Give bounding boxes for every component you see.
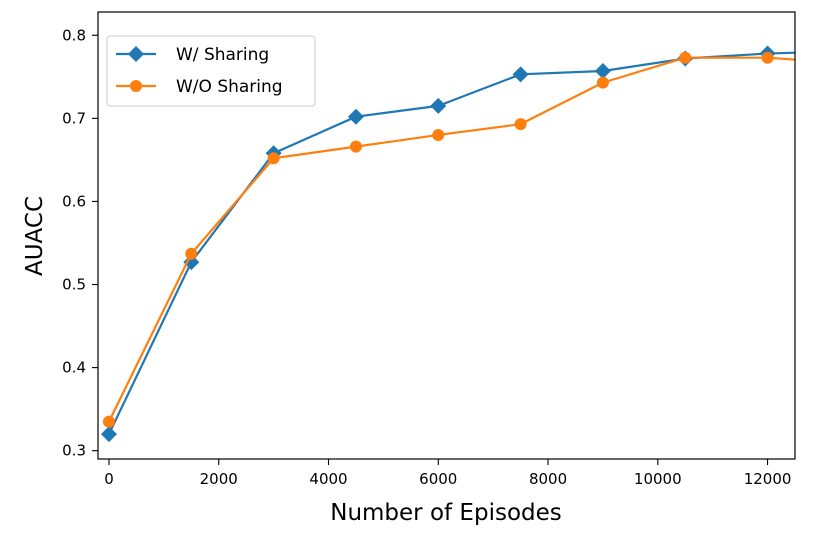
y-axis-label: AUACC [22,196,48,276]
data-point-w-o-sharing [185,247,198,260]
x-tick-label: 2000 [200,470,238,488]
series-layer [100,45,795,443]
x-tick-label: 0 [104,470,114,488]
y-tick-label: 0.4 [62,359,86,377]
y-tick-label: 0.3 [62,442,86,460]
data-point-w-o-sharing [432,128,445,141]
data-point-w-sharing [347,108,364,125]
x-tick-label: 12000 [744,470,792,488]
legend-marker-w-o-sharing [130,80,142,92]
x-axis-label: Number of Episodes [330,500,562,526]
x-axis-ticks: 0 2000 4000 6000 8000 10000 12000 [104,459,791,488]
data-point-w-o-sharing [267,152,280,165]
y-tick-label: 0.7 [62,109,86,127]
data-point-w-sharing [594,62,611,79]
data-point-w-o-sharing [102,415,115,428]
data-point-w-o-sharing [761,51,774,64]
legend: W/ Sharing W/O Sharing [106,35,316,107]
data-point-w-o-sharing [679,51,692,64]
x-tick-label: 8000 [529,470,567,488]
legend-label-w-sharing: W/ Sharing [176,45,269,65]
x-tick-label: 10000 [634,470,682,488]
legend-marker-w-sharing [128,46,144,62]
data-point-w-sharing [100,426,117,443]
data-point-w-o-sharing [596,76,609,89]
data-point-w-o-sharing [514,118,527,131]
data-point-w-sharing [512,66,529,83]
y-tick-label: 0.8 [62,26,86,44]
x-tick-label: 6000 [419,470,457,488]
legend-box [106,35,316,107]
data-point-w-sharing [430,97,447,114]
legend-label-w-o-sharing: W/O Sharing [176,77,283,97]
series-line-w-o-sharing [107,56,795,423]
y-axis-ticks: 0.3 0.4 0.5 0.6 0.7 0.8 [62,26,98,460]
x-tick-label: 4000 [309,470,347,488]
y-tick-label: 0.6 [62,192,86,210]
y-tick-label: 0.5 [62,276,86,294]
series-line-w-sharing [107,51,795,435]
data-point-w-o-sharing [349,140,362,153]
plot-frame [97,11,796,460]
